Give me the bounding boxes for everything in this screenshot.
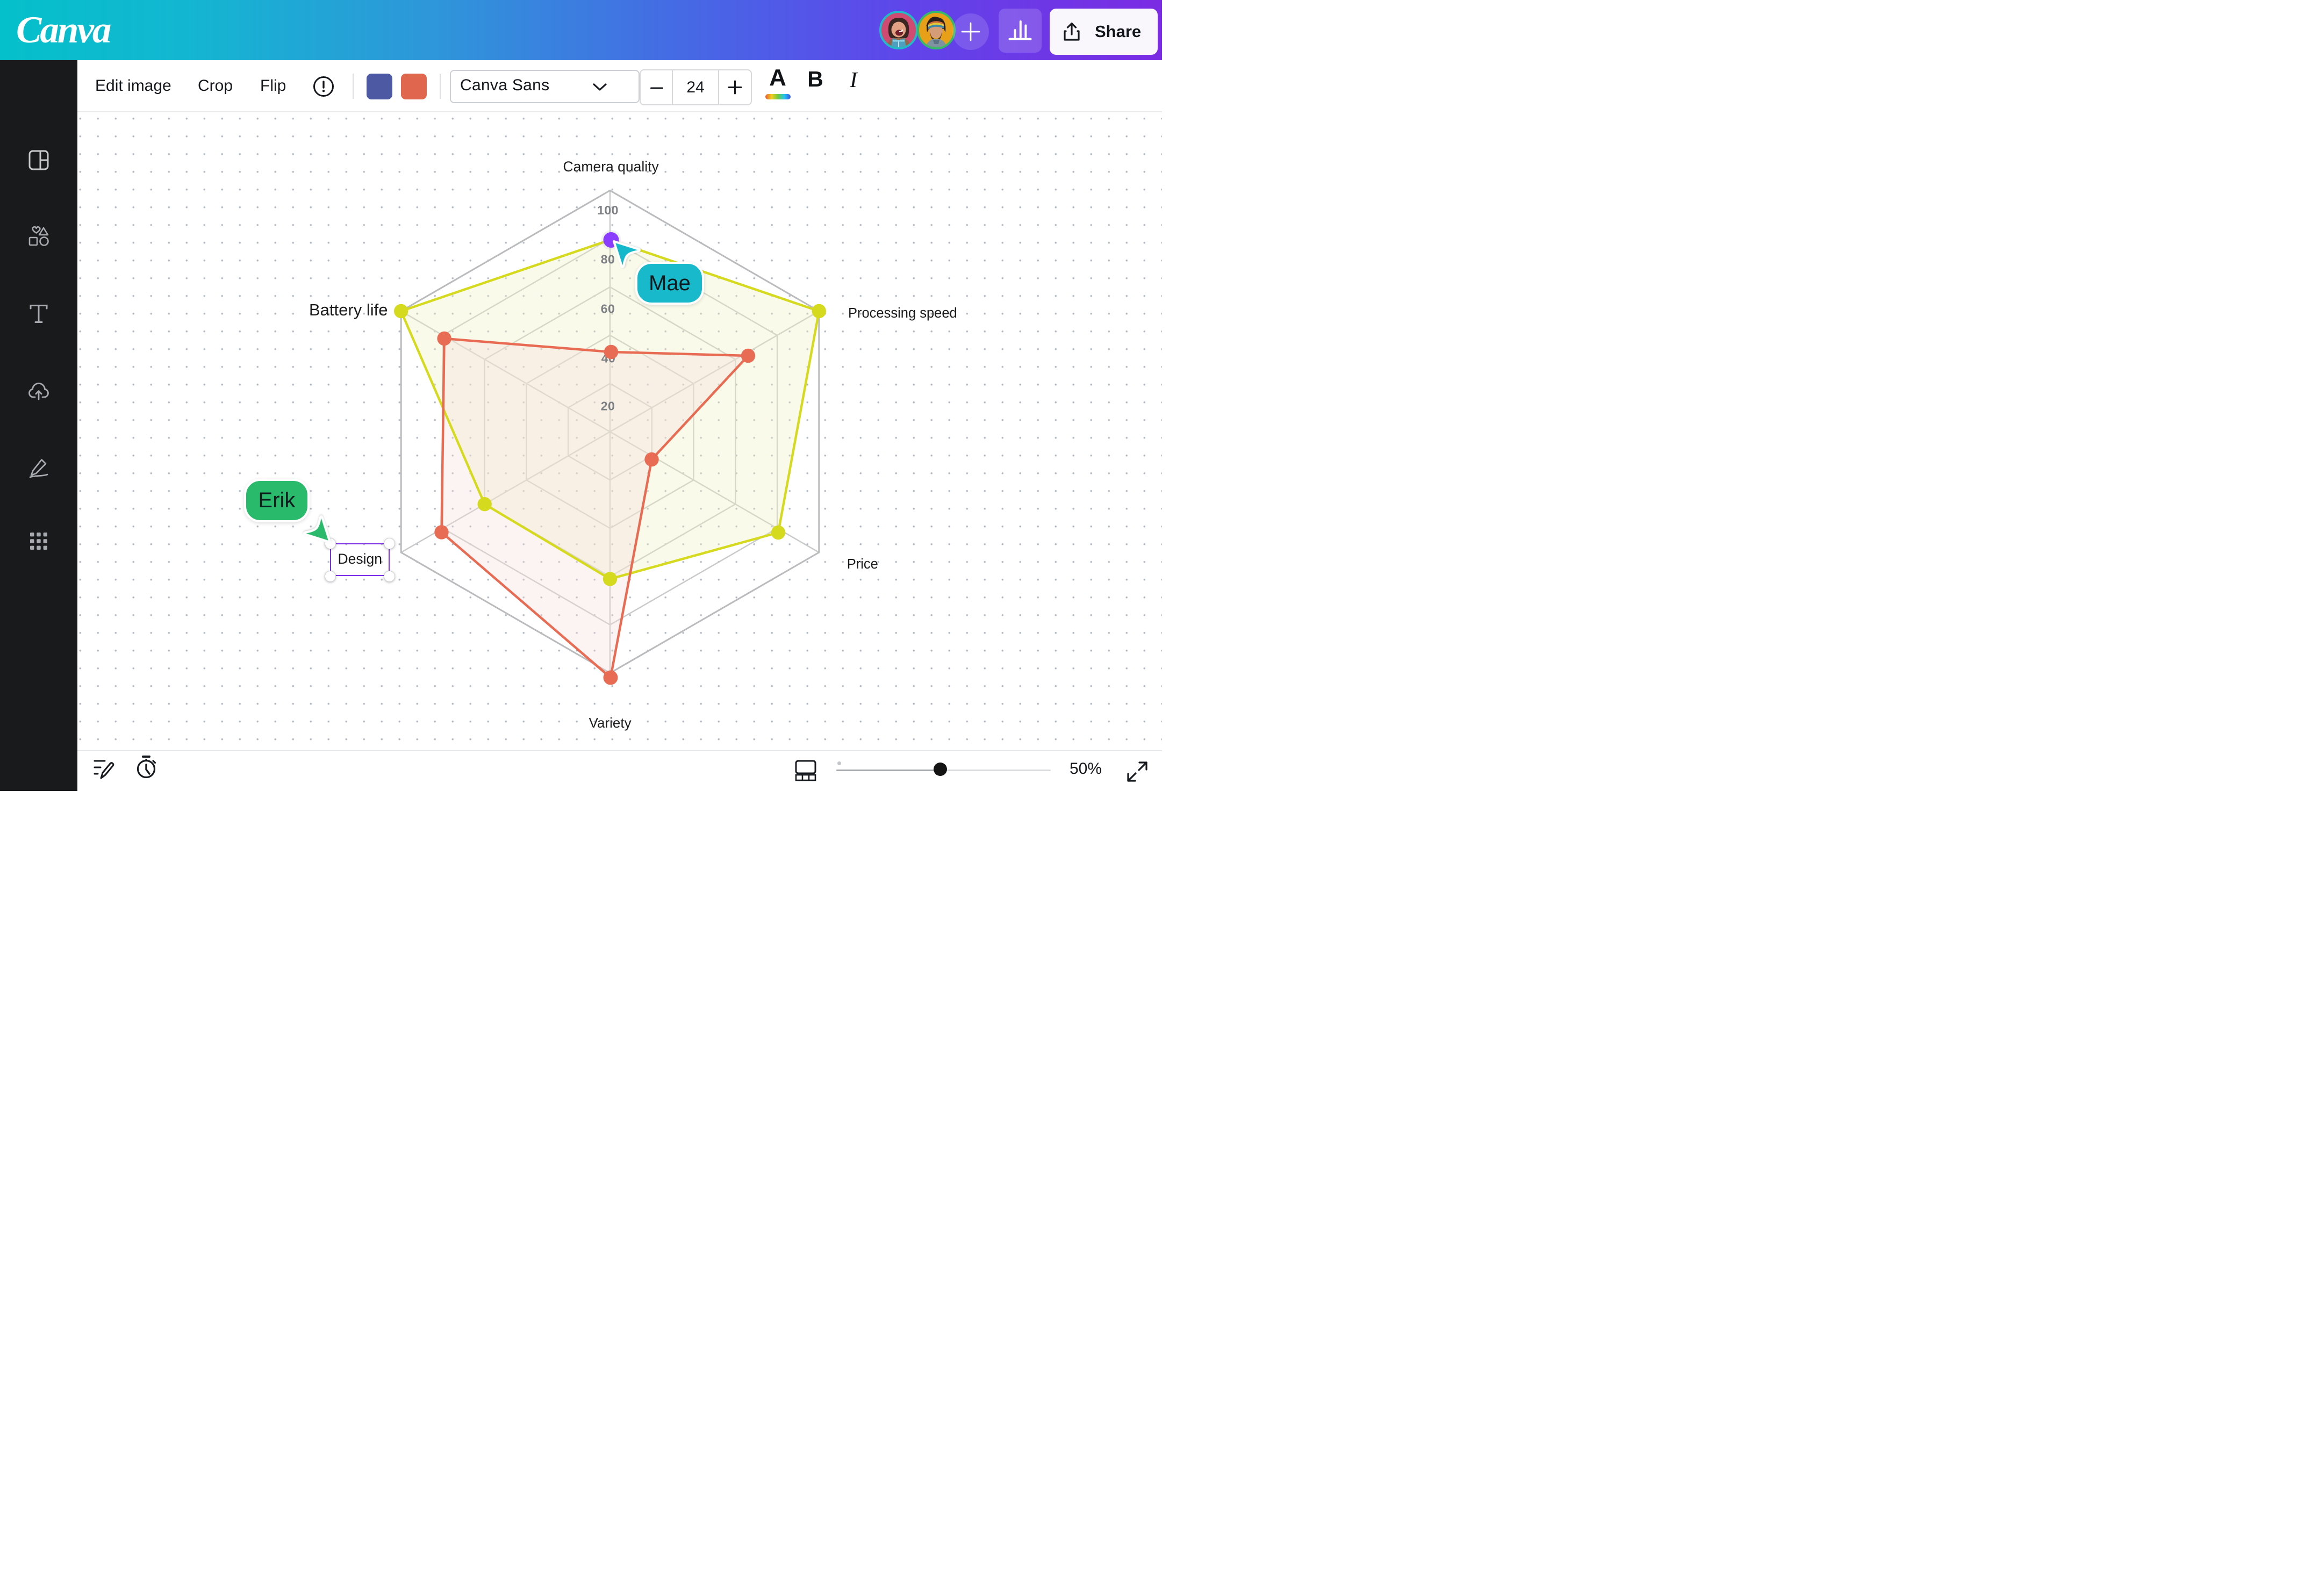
svg-text:100: 100 <box>597 203 619 217</box>
svg-text:60: 60 <box>601 301 615 315</box>
svg-text:20: 20 <box>601 399 615 413</box>
svg-text:80: 80 <box>601 252 615 266</box>
